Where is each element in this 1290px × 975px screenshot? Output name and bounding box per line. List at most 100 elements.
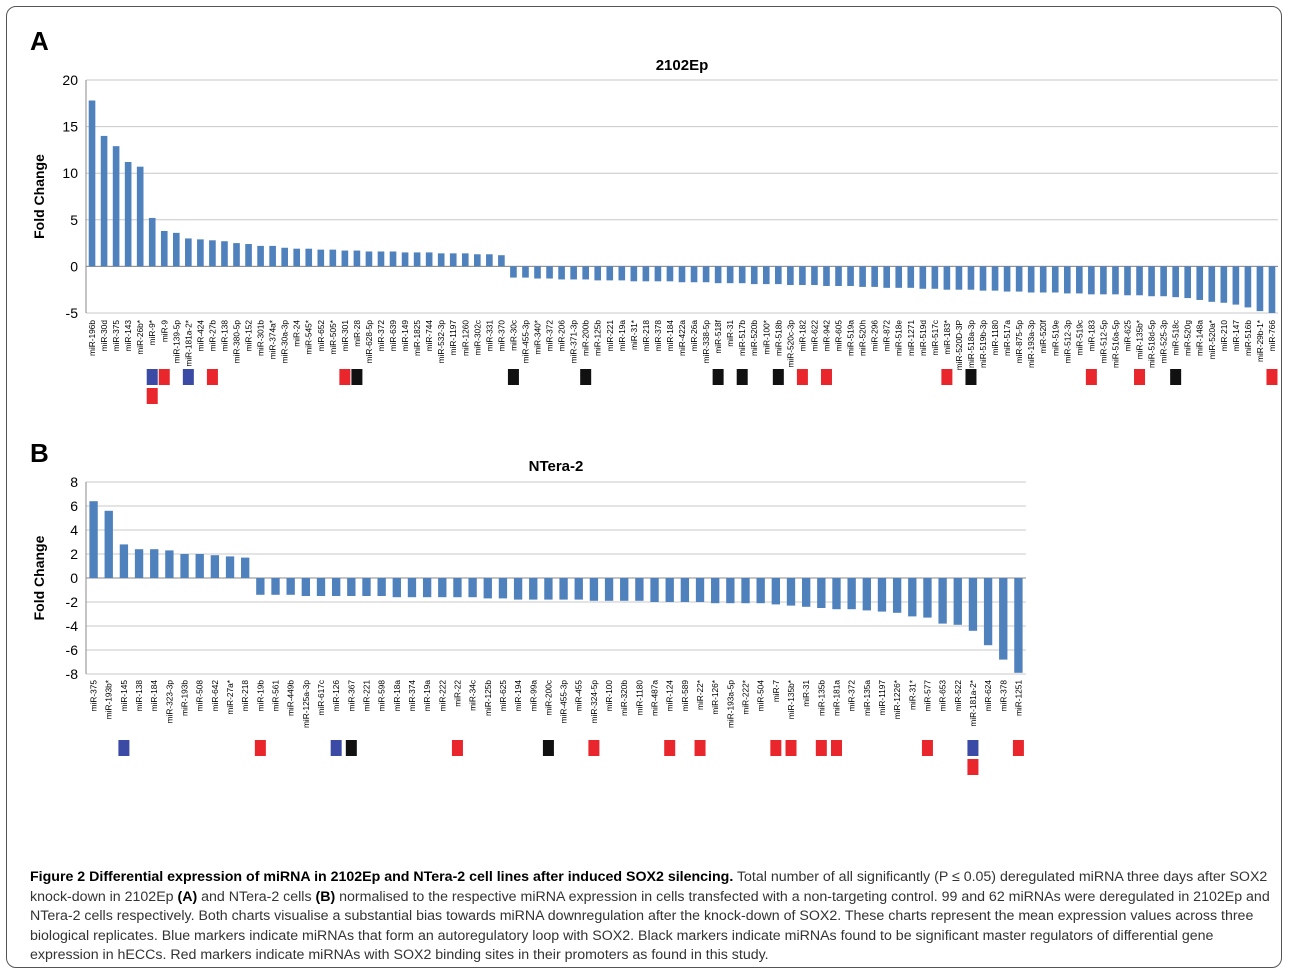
bar — [714, 266, 722, 284]
bar — [923, 578, 932, 618]
bar — [771, 578, 781, 605]
x-tick-label: miR-30d — [99, 320, 109, 352]
red-marker — [830, 740, 842, 756]
bar — [955, 266, 963, 290]
x-tick-label: miR-598 — [377, 680, 387, 712]
x-tick-label: miR-148a — [1195, 320, 1205, 356]
x-tick-label: miR-519c — [1074, 320, 1084, 356]
x-tick-label: miR-518c — [1171, 320, 1181, 356]
x-tick-label: miR-766 — [1267, 320, 1277, 352]
bar — [582, 266, 589, 280]
x-tick-label: miR-139-5p — [171, 320, 181, 364]
bar — [559, 578, 568, 600]
x-tick-label: miR-323-3p — [164, 680, 174, 724]
bar — [558, 266, 565, 280]
x-tick-label: miR-577 — [922, 680, 932, 712]
x-tick-label: miR-100* — [761, 319, 771, 354]
x-tick-label: miR-520f — [1038, 319, 1048, 353]
bar — [245, 244, 252, 267]
y-tick-label: 8 — [70, 474, 78, 490]
bar — [570, 266, 577, 280]
x-tick-label: miR-372 — [847, 680, 857, 712]
x-tick-label: miR-218 — [240, 680, 250, 712]
red-marker — [820, 369, 832, 385]
bar — [968, 578, 978, 631]
bar — [711, 578, 720, 604]
bar — [392, 578, 401, 598]
x-tick-label: miR-24 — [292, 320, 302, 347]
black-marker — [712, 369, 724, 385]
bar — [991, 266, 999, 291]
red-marker — [694, 740, 706, 756]
x-tick-label: miR-126* — [710, 679, 720, 714]
x-tick-label: miR-28 — [352, 320, 362, 347]
red-marker — [664, 740, 676, 756]
bar — [546, 266, 553, 279]
x-tick-label: miR-145 — [119, 680, 129, 712]
bar — [544, 578, 553, 600]
caption-text-1: Total number of all significantly (P ≤ 0… — [30, 869, 1268, 905]
bar — [498, 255, 505, 267]
bar — [119, 544, 129, 578]
red-marker — [770, 740, 782, 756]
bar — [799, 266, 806, 286]
bar — [124, 162, 132, 267]
x-tick-label: miR-424 — [195, 320, 205, 352]
x-tick-label: miR-516a-5p — [1110, 320, 1120, 368]
x-tick-label: miR-525-3p — [1159, 320, 1169, 364]
bar — [859, 266, 866, 287]
bar — [1112, 266, 1119, 295]
bar — [160, 230, 168, 267]
black-marker — [772, 369, 784, 385]
bar — [666, 266, 674, 282]
bar — [353, 250, 361, 267]
x-tick-label: miR-624 — [983, 680, 993, 712]
x-tick-label: miR-125b — [593, 320, 603, 356]
x-tick-label: miR-520c-3p — [785, 320, 795, 368]
bar — [832, 578, 841, 610]
bar — [877, 578, 887, 612]
x-tick-label: miR-642 — [210, 680, 220, 712]
x-tick-label: miR-605 — [834, 320, 844, 352]
caption-text-3: normalised to the respective miRNA expre… — [30, 888, 1270, 964]
x-tick-label: miR-206 — [557, 320, 567, 352]
y-tick-label: 20 — [62, 72, 78, 88]
x-tick-label: miR-371-3p — [569, 320, 579, 364]
bar — [811, 266, 818, 286]
black-marker — [736, 369, 748, 385]
red-marker — [1012, 740, 1024, 756]
x-tick-label: miR-545* — [304, 319, 314, 354]
red-marker — [967, 759, 979, 775]
panel-a-label: A — [30, 26, 49, 56]
red-marker — [206, 369, 218, 385]
bar — [1208, 266, 1216, 302]
bar — [185, 238, 192, 267]
chart-title: NTera-2 — [529, 458, 584, 475]
x-tick-label: miR-508 — [195, 680, 205, 712]
x-tick-label: miR-1197 — [877, 680, 887, 716]
x-tick-label: miR-135b* — [1135, 319, 1145, 359]
y-tick-label: -6 — [66, 642, 79, 658]
x-tick-label: miR-31* — [629, 319, 639, 350]
bar — [726, 266, 734, 284]
bar — [257, 245, 264, 267]
red-marker — [1266, 369, 1278, 385]
chart-2: 8 6 4 2 0 -2 -4 -6 -8 NTera-2 Fold Change miR-375 mi… — [31, 458, 1026, 775]
bar — [883, 266, 890, 288]
x-tick-label: miR-518e — [894, 320, 904, 356]
bar — [847, 266, 854, 286]
bar — [365, 251, 373, 267]
x-tick-label: miR-338-5p — [701, 320, 711, 364]
caption-text-2: and NTera-2 cells — [197, 888, 316, 905]
x-tick-label: miR-367 — [346, 680, 356, 712]
x-tick-label: miR-194 — [513, 680, 523, 712]
x-tick-label: miR-302c — [472, 320, 482, 356]
bar — [835, 266, 842, 286]
bar — [401, 252, 409, 267]
black-marker — [507, 369, 519, 385]
bar — [438, 578, 447, 598]
bar — [1196, 266, 1204, 300]
bar — [269, 245, 276, 267]
bar — [938, 578, 947, 624]
bar — [281, 247, 288, 267]
